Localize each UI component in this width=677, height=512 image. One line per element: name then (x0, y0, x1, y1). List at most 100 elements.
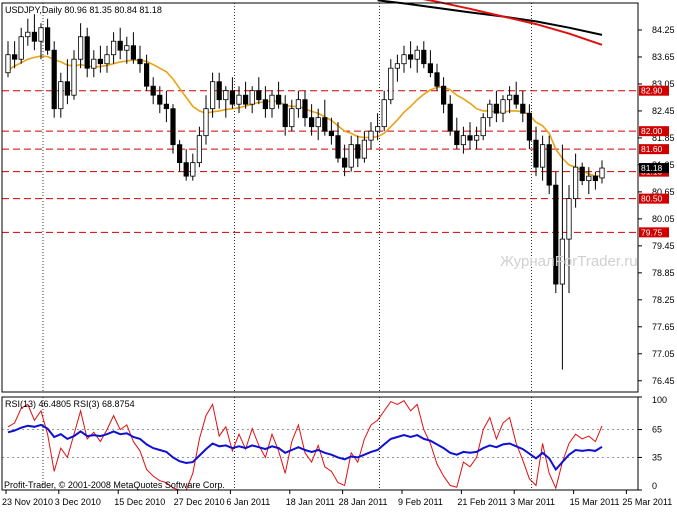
candle-body (223, 90, 229, 101)
price-tick-label: 78.85 (652, 268, 675, 278)
rsi-tick-label: 35 (652, 452, 662, 462)
candle-body (262, 99, 269, 110)
date-tick-label: 6 Jan 2011 (226, 497, 270, 507)
candle-body (256, 90, 262, 101)
rsi13-line (7, 423, 603, 472)
candle-body (427, 63, 434, 74)
price-tick-label: 78.25 (652, 295, 675, 305)
candle-body (216, 81, 222, 101)
candle-body (236, 94, 242, 105)
candle-body (196, 135, 202, 164)
level-tag (639, 227, 669, 238)
price-tick-label: 83.05 (652, 79, 675, 89)
candle-body (209, 81, 216, 110)
price-tick-label: 77.65 (652, 322, 675, 332)
candle-body (440, 85, 447, 105)
candle-body (401, 54, 407, 65)
price-tick-label: 80.65 (652, 187, 675, 197)
candle-body (421, 49, 427, 65)
candle-body (473, 135, 480, 141)
candle-body (78, 36, 84, 60)
candle-body (335, 135, 341, 159)
level-tag (639, 193, 669, 204)
level-label: 80.50 (641, 194, 663, 204)
candle-body (190, 162, 196, 177)
candle-body (137, 58, 143, 65)
date-tick-label: 18 Jan 2011 (286, 497, 335, 507)
candle-body (249, 90, 255, 105)
candle-body (31, 31, 38, 42)
candle-body (163, 103, 169, 110)
candle-body (540, 144, 546, 168)
candle-body (586, 175, 592, 182)
candle-body (513, 94, 519, 105)
candle-body (480, 117, 486, 137)
candle-body (328, 130, 335, 137)
candle-body (295, 99, 302, 110)
candle-body (348, 144, 354, 168)
candle-body (150, 85, 156, 96)
candle-body (500, 99, 506, 114)
candle-body (176, 144, 183, 164)
price-tick-label: 81.85 (652, 133, 675, 143)
candle-body (289, 108, 295, 128)
level-label: 82.90 (641, 86, 663, 96)
candle-body (25, 31, 31, 38)
candle-body (157, 94, 163, 105)
candle-body (282, 103, 288, 128)
price-tick-label: 84.25 (652, 25, 675, 35)
chart-header: USDJPY,Daily 80.96 81.35 80.84 81.18 (5, 5, 162, 15)
candle-body (553, 184, 559, 285)
candle-body (592, 175, 599, 182)
candle-body (361, 139, 368, 159)
candle-body (5, 54, 11, 74)
candle-body (308, 117, 315, 128)
price-panel-frame (1, 2, 639, 393)
rsi-tick-label: 0 (652, 481, 657, 491)
date-tick-label: 15 Dec 2010 (114, 497, 165, 507)
candle-body (506, 94, 513, 101)
date-tick-label: 23 Nov 2010 (2, 497, 53, 507)
candle-body (170, 108, 176, 146)
candle-body (407, 54, 414, 60)
rsi-panel-frame (1, 396, 639, 491)
level-tag (639, 85, 669, 96)
date-tick-label: 3 Mar 2011 (510, 497, 555, 507)
candle-body (111, 40, 117, 56)
last-price-label: 81.18 (641, 163, 663, 173)
candle-body (374, 126, 381, 132)
rsi-tick-label: 65 (652, 425, 662, 435)
price-tick-label: 83.65 (652, 52, 675, 62)
candle-body (579, 166, 585, 182)
level-tag (639, 144, 669, 155)
candle-body (64, 81, 70, 96)
candle-body (302, 99, 308, 119)
date-tick-label: 28 Jan 2011 (339, 497, 388, 507)
candle-body (355, 144, 361, 159)
candle-body (566, 198, 572, 240)
candle-body (275, 94, 282, 105)
candle-body (414, 49, 420, 60)
candle-body (573, 166, 579, 200)
candle-body (143, 63, 150, 87)
candle-body (130, 45, 136, 60)
candle-body (388, 67, 394, 101)
candle-body (460, 135, 467, 146)
candle-body (269, 94, 275, 110)
candle-body (183, 162, 189, 177)
price-tick-label: 77.05 (652, 349, 675, 359)
candle-body (45, 27, 51, 51)
date-tick-label: 3 Dec 2010 (55, 497, 101, 507)
rsi-header: RSI(13) 46.4805 RSI(3) 68.8754 (5, 399, 135, 409)
candle-body (559, 238, 566, 285)
level-tag (639, 126, 669, 137)
candle-body (533, 139, 539, 168)
date-tick-label: 9 Feb 2011 (398, 497, 443, 507)
candle-body (599, 167, 605, 179)
last-price-tag (639, 163, 669, 174)
candle-body (97, 58, 103, 65)
rsi3-line (7, 400, 603, 491)
candle-body (447, 103, 453, 132)
level-label: 79.75 (641, 227, 663, 237)
candle-body (546, 144, 552, 186)
